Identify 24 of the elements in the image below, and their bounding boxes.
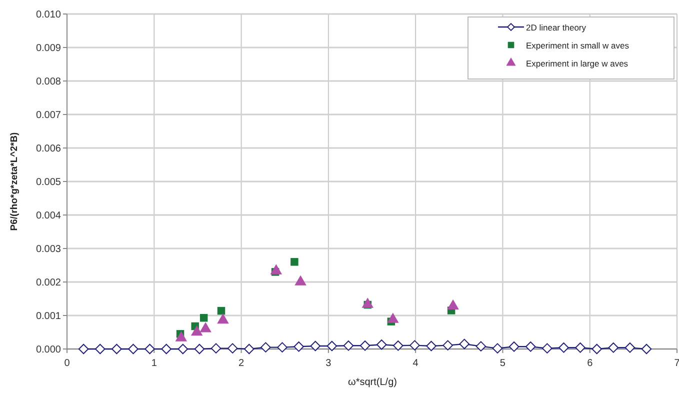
y-tick-label: 0.008 [36, 76, 62, 88]
y-tick-label: 0.010 [36, 10, 62, 20]
y-tick-label: 0.000 [36, 344, 62, 356]
x-tick-label: 5 [500, 358, 506, 369]
x-tick-label: 3 [326, 358, 332, 369]
legend-label: 2D linear theory [526, 22, 587, 32]
y-tick-label: 0.003 [36, 244, 62, 255]
y-tick-label: 0.007 [36, 110, 62, 121]
x-tick-label: 7 [674, 358, 679, 369]
y-tick-label: 0.005 [36, 177, 62, 188]
y-axis-title: P6/(rho*g*zeta*L^2*B) [9, 132, 20, 231]
y-tick-label: 0.004 [36, 210, 62, 222]
legend-label: Experiment in small w aves [526, 40, 629, 50]
y-tick-label: 0.006 [36, 144, 62, 154]
y-tick-label: 0.001 [36, 311, 62, 322]
x-tick-label: 6 [587, 358, 594, 369]
y-tick-label: 0.009 [36, 43, 62, 54]
x-tick-label: 2 [238, 358, 245, 369]
x-tick-label: 4 [412, 358, 419, 369]
x-axis-title: ω*sqrt(L/g) [348, 377, 397, 388]
y-tick-label: 0.002 [36, 278, 62, 288]
legend-label: Experiment in large w aves [526, 58, 628, 68]
x-tick-label: 0 [64, 358, 70, 369]
x-tick-label: 1 [151, 358, 158, 369]
